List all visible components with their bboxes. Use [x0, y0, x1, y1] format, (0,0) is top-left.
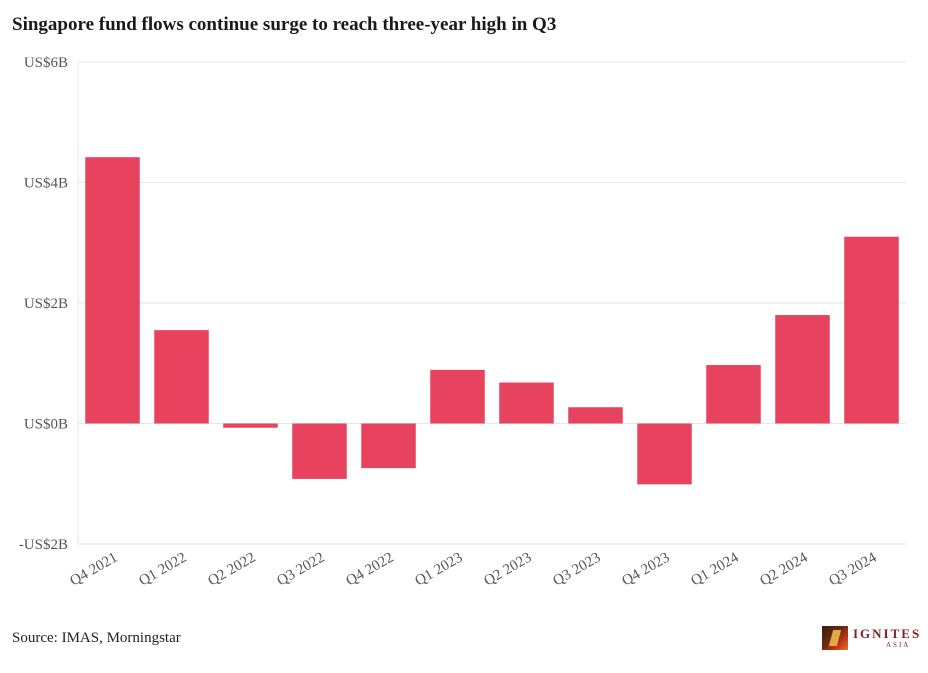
bar-q4-2021: [85, 157, 140, 424]
x-axis: Q4 2021 Q1 2022 Q2 2022 Q3 2022 Q4 2022 Q1 20…: [67, 549, 880, 589]
bar-q1-2022: [154, 330, 209, 424]
bars: [85, 157, 899, 485]
x-tick-label: Q4 2023: [619, 550, 672, 590]
x-tick-label: Q1 2022: [136, 550, 189, 590]
bar-q2-2023: [499, 382, 554, 424]
y-tick-label: US$0B: [24, 417, 68, 433]
logo-word: IGNITES: [853, 626, 922, 641]
x-tick-label: Q4 2021: [67, 550, 120, 590]
bar-q2-2022: [223, 423, 278, 428]
x-tick-label: Q4 2022: [343, 550, 396, 590]
y-tick-label: US$6B: [24, 55, 68, 71]
y-tick-label: US$4B: [24, 176, 68, 192]
y-axis: -US$2B US$0B US$2B US$4B US$6B: [19, 55, 68, 553]
bar-q1-2023: [430, 369, 485, 424]
logo-sub: ASIA: [886, 641, 911, 649]
x-tick-label: Q2 2022: [205, 550, 258, 590]
bar-q4-2023: [637, 423, 692, 485]
x-tick-label: Q1 2023: [412, 550, 465, 590]
gridlines: [77, 61, 906, 545]
bar-q1-2024: [706, 365, 761, 424]
bar-q3-2022: [292, 423, 347, 479]
bar-chart: -US$2B US$0B US$2B US$4B US$6B Q4 2021 Q1 202…: [19, 55, 906, 590]
x-tick-label: Q3 2022: [274, 550, 327, 590]
x-tick-label: Q2 2023: [481, 550, 534, 590]
chart-title: Singapore fund flows continue surge to r…: [12, 14, 557, 35]
x-tick-label: Q3 2023: [550, 550, 603, 590]
flame-icon: [822, 626, 848, 650]
x-tick-label: Q3 2024: [826, 549, 880, 589]
x-tick-label: Q1 2024: [688, 549, 742, 589]
bar-q3-2023: [568, 407, 623, 424]
x-tick-label: Q2 2024: [757, 549, 811, 589]
y-tick-label: US$2B: [24, 296, 68, 312]
y-tick-label: -US$2B: [19, 537, 68, 553]
bar-q2-2024: [775, 315, 830, 424]
bar-q4-2022: [361, 423, 416, 469]
bar-q3-2024: [844, 236, 899, 424]
ignites-asia-logo: IGNITES ASIA: [822, 624, 922, 652]
source-note: Source: IMAS, Morningstar: [12, 630, 181, 646]
